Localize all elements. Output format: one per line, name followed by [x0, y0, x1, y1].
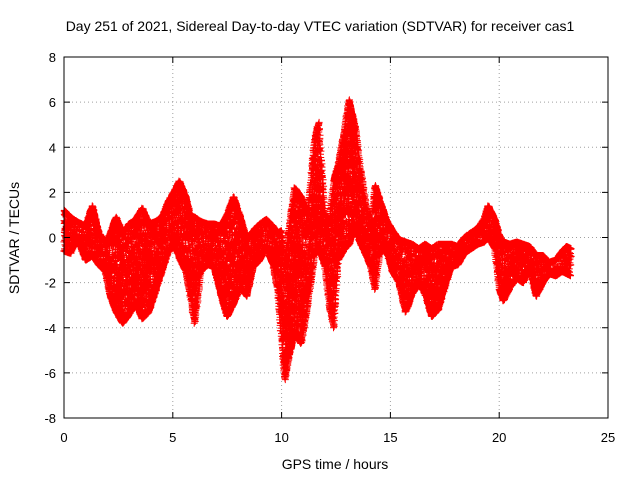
x-tick-label: 25	[601, 430, 615, 445]
x-tick-label: 0	[60, 430, 67, 445]
y-tick-label: 2	[49, 185, 56, 200]
y-tick-label: -8	[44, 411, 56, 426]
chart-title: Day 251 of 2021, Sidereal Day-to-day VTE…	[65, 18, 575, 34]
y-tick-label: -4	[44, 321, 56, 336]
x-tick-label: 10	[274, 430, 288, 445]
x-tick-label: 15	[383, 430, 397, 445]
y-tick-label: -2	[44, 276, 56, 291]
data-points	[60, 96, 575, 384]
y-tick-label: 6	[49, 95, 56, 110]
series-cas1-markers	[60, 96, 575, 384]
y-tick-label: 0	[49, 231, 56, 246]
x-tick-label: 20	[492, 430, 506, 445]
y-tick-label: 8	[49, 50, 56, 65]
x-tick-label: 5	[169, 430, 176, 445]
x-axis-label: GPS time / hours	[281, 456, 389, 472]
y-tick-label: -6	[44, 366, 56, 381]
y-tick-label: 4	[49, 140, 56, 155]
axis-ticks: 0 5 10 15 20 25 -8 -6 -4 -2 0 2 4 6 8	[44, 50, 615, 445]
